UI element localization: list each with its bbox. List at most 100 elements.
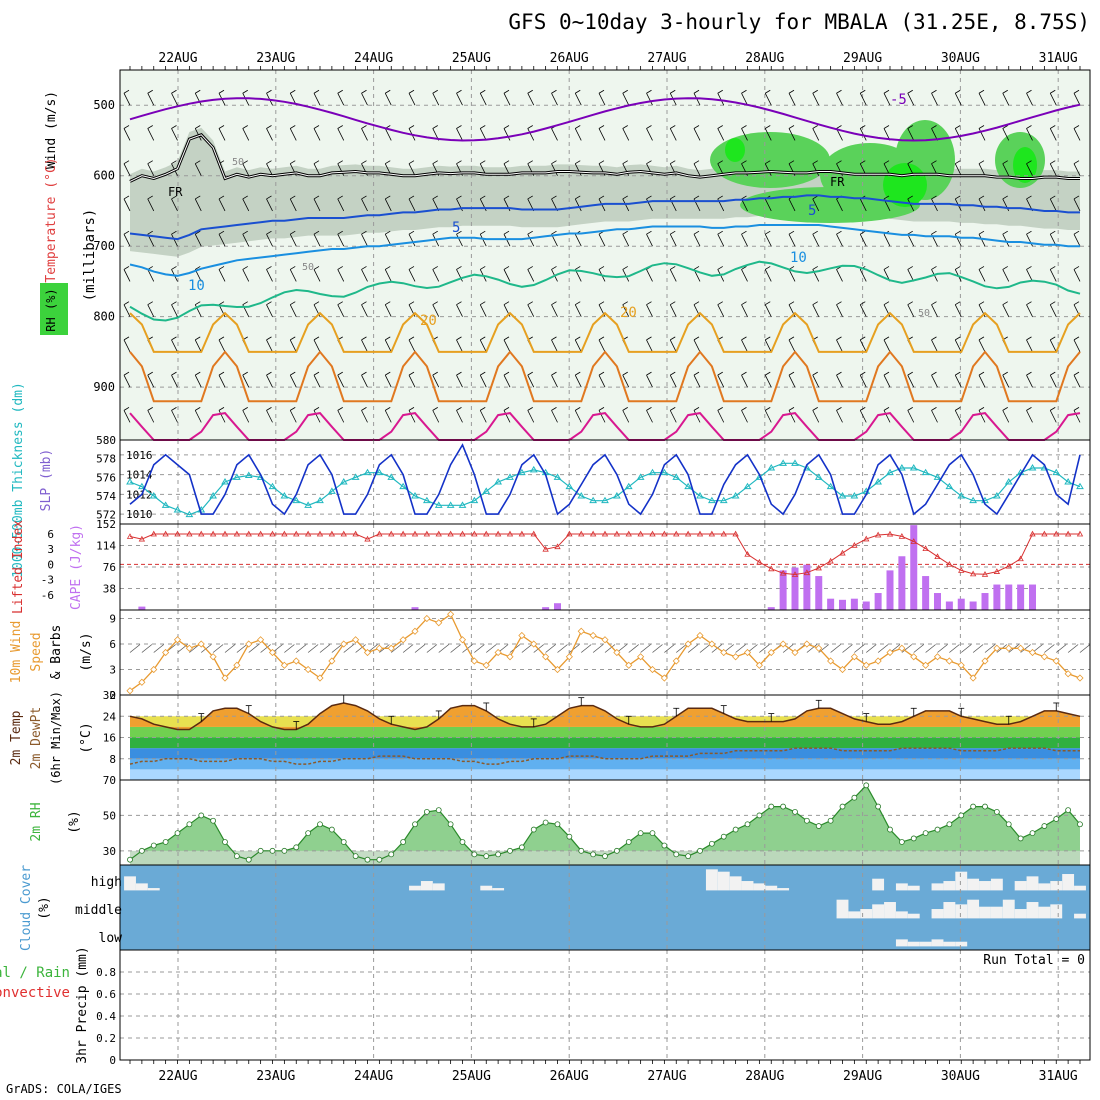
surface-wind-barb xyxy=(141,644,153,653)
wind-speed-point xyxy=(209,653,217,661)
wind-speed-point xyxy=(1052,657,1060,665)
lifted-index-point xyxy=(637,530,644,537)
wind-barb-flag xyxy=(812,195,818,200)
lifted-index-point xyxy=(910,538,917,544)
wind-barb xyxy=(931,198,938,212)
wind-barb xyxy=(693,410,701,423)
lifted-index-point xyxy=(1076,530,1084,537)
wind-barb xyxy=(907,198,915,212)
thickness-point xyxy=(1004,478,1013,485)
lifted-index-point xyxy=(732,530,739,537)
wind-barb-flag xyxy=(978,125,985,129)
wind-barb-flag xyxy=(931,160,937,165)
wind-barb xyxy=(836,198,843,212)
wind-speed-point xyxy=(197,640,205,648)
wind-barb xyxy=(242,269,250,282)
wind-barb xyxy=(1026,163,1033,176)
wind-barb-flag xyxy=(670,230,676,235)
rh-point xyxy=(459,839,466,845)
lifted-index-point xyxy=(138,535,146,542)
rh-point xyxy=(756,812,763,819)
wind-barb xyxy=(978,198,986,212)
wind-barb xyxy=(194,198,202,212)
wind-barb xyxy=(432,374,440,388)
cape-bar xyxy=(815,576,823,610)
isotherm-label-20: 20 xyxy=(620,305,637,321)
cloud-clear-segment xyxy=(907,941,920,947)
wind-barb-flag xyxy=(147,160,153,165)
cloud-clear-segment xyxy=(884,902,896,919)
wind-barb-flag xyxy=(741,266,747,270)
wind-barb-flag xyxy=(978,266,985,270)
wind-axis-label-2: Speed xyxy=(29,632,44,671)
wind-barb xyxy=(788,198,796,212)
wind-barb xyxy=(717,128,725,141)
wind-barb xyxy=(408,234,416,247)
wind-speed-point xyxy=(530,640,538,648)
chart-title: GFS 0~10day 3-hourly for MBALA (31.25E, … xyxy=(508,10,1090,34)
wind-barb-flag xyxy=(195,89,201,94)
wind-barb xyxy=(741,410,748,423)
wind-barb-flag xyxy=(622,125,628,129)
thickness-point xyxy=(411,492,419,499)
wind-barb xyxy=(503,93,511,106)
wind-barb-flag xyxy=(551,336,557,341)
rh-point xyxy=(946,821,953,828)
wind-barb-flag xyxy=(385,371,391,376)
wind-barb-flag xyxy=(693,407,700,411)
wind-barb-flag xyxy=(337,160,343,165)
wind-barb xyxy=(1002,93,1010,106)
cloud-clear-segment xyxy=(907,885,920,891)
wind-barb xyxy=(1073,234,1081,247)
wind-barb-flag xyxy=(313,371,320,376)
wind-barb-flag xyxy=(123,89,130,94)
lifted-index-point xyxy=(245,530,252,537)
wind-barb-flag xyxy=(456,230,462,235)
lifted-index-point xyxy=(281,530,288,537)
wind-barb xyxy=(1026,339,1033,353)
lifted-index-point xyxy=(471,530,478,537)
wind-barb xyxy=(361,339,368,353)
wind-speed-point xyxy=(506,653,514,661)
wind-barb-flag xyxy=(883,160,890,165)
wind-barb-flag xyxy=(860,160,866,165)
cloud-clear-segment xyxy=(765,885,778,891)
wind-barb-flag xyxy=(598,301,605,306)
wind-speed-point xyxy=(648,665,657,674)
lifted-index-point xyxy=(696,530,704,537)
wind-axis-label: 10m Wind xyxy=(9,621,24,684)
wind-barb xyxy=(836,93,843,106)
rh-point xyxy=(898,839,905,845)
wind-barb xyxy=(764,304,772,317)
wind-barb xyxy=(242,234,250,247)
thickness-point xyxy=(933,473,942,480)
wind-barb-flag xyxy=(812,301,818,306)
wind-barb-flag xyxy=(1073,230,1080,235)
wind-barb-flag xyxy=(883,371,890,376)
cloud-units-label: (%) xyxy=(37,896,52,919)
surface-wind-barb xyxy=(711,644,723,653)
wind-barb-flag xyxy=(978,89,985,94)
wind-barb xyxy=(1049,304,1057,317)
wind-barb xyxy=(741,234,748,247)
lifted-index-point xyxy=(506,530,514,537)
wind-barb-flag xyxy=(527,160,533,165)
lifted-index-point xyxy=(316,530,324,537)
surface-wind-barb xyxy=(877,644,889,653)
rh-point xyxy=(566,833,573,840)
wind-barb xyxy=(194,93,202,106)
lifted-index-point xyxy=(601,530,609,537)
wind-barb-flag xyxy=(622,407,628,411)
wind-barb xyxy=(883,339,891,353)
lifted-index-axis-label: Lifted Index xyxy=(11,520,26,614)
wind-barb-flag xyxy=(242,125,248,129)
lifted-index-point xyxy=(874,531,882,538)
surface-wind-barb xyxy=(224,644,236,653)
wind-barb xyxy=(574,163,582,176)
total-rain-label: Total / Rain xyxy=(0,965,70,981)
rh-very-high-area xyxy=(1013,147,1037,183)
wind-barb-flag xyxy=(978,301,985,306)
wind-barb-flag xyxy=(1050,230,1056,235)
wind-barb-flag xyxy=(456,125,462,129)
wind-barb-flag xyxy=(480,89,486,94)
